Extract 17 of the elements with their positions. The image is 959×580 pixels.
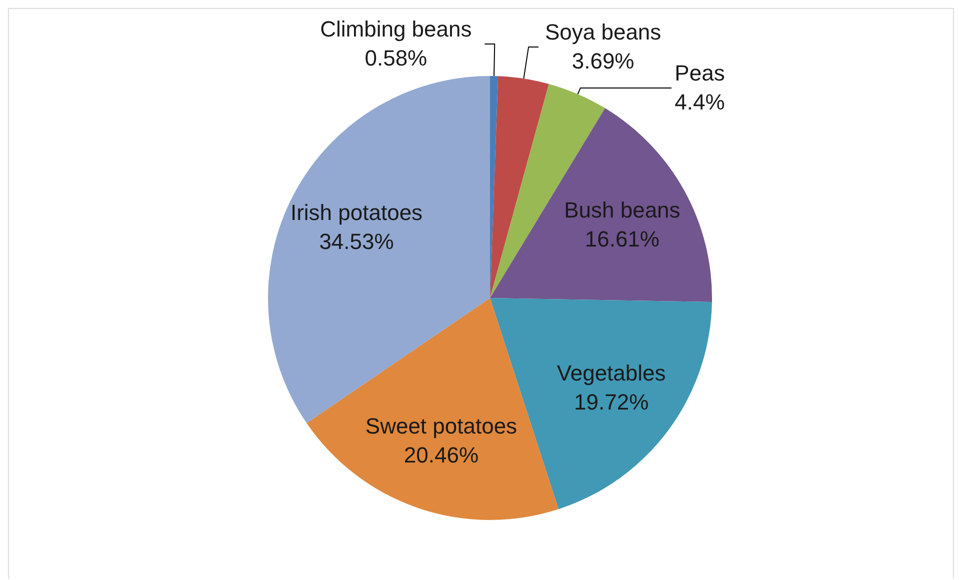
slice-label: Peas (674, 60, 725, 86)
data-label: 4.4% (674, 89, 725, 114)
pie-slice (306, 298, 559, 520)
pie-slice (490, 76, 549, 298)
data-label: 0.58% (364, 46, 428, 71)
data-label: 3.69% (572, 48, 634, 74)
data-label: 20.46% (404, 442, 479, 468)
data-label: 16.61% (584, 226, 660, 252)
slice-label: Irish potatoes (290, 200, 423, 225)
pie-slice (490, 108, 712, 302)
data-label: 19.72% (574, 389, 649, 414)
slice-label: Soya beans (544, 19, 662, 44)
slice-label: Sweet potatoes (365, 413, 518, 438)
slice-label: Vegetables (556, 360, 666, 386)
slice-label: Bush beans (564, 198, 680, 223)
slice-label: Climbing beans (320, 16, 472, 42)
data-label: 34.53% (319, 229, 394, 254)
